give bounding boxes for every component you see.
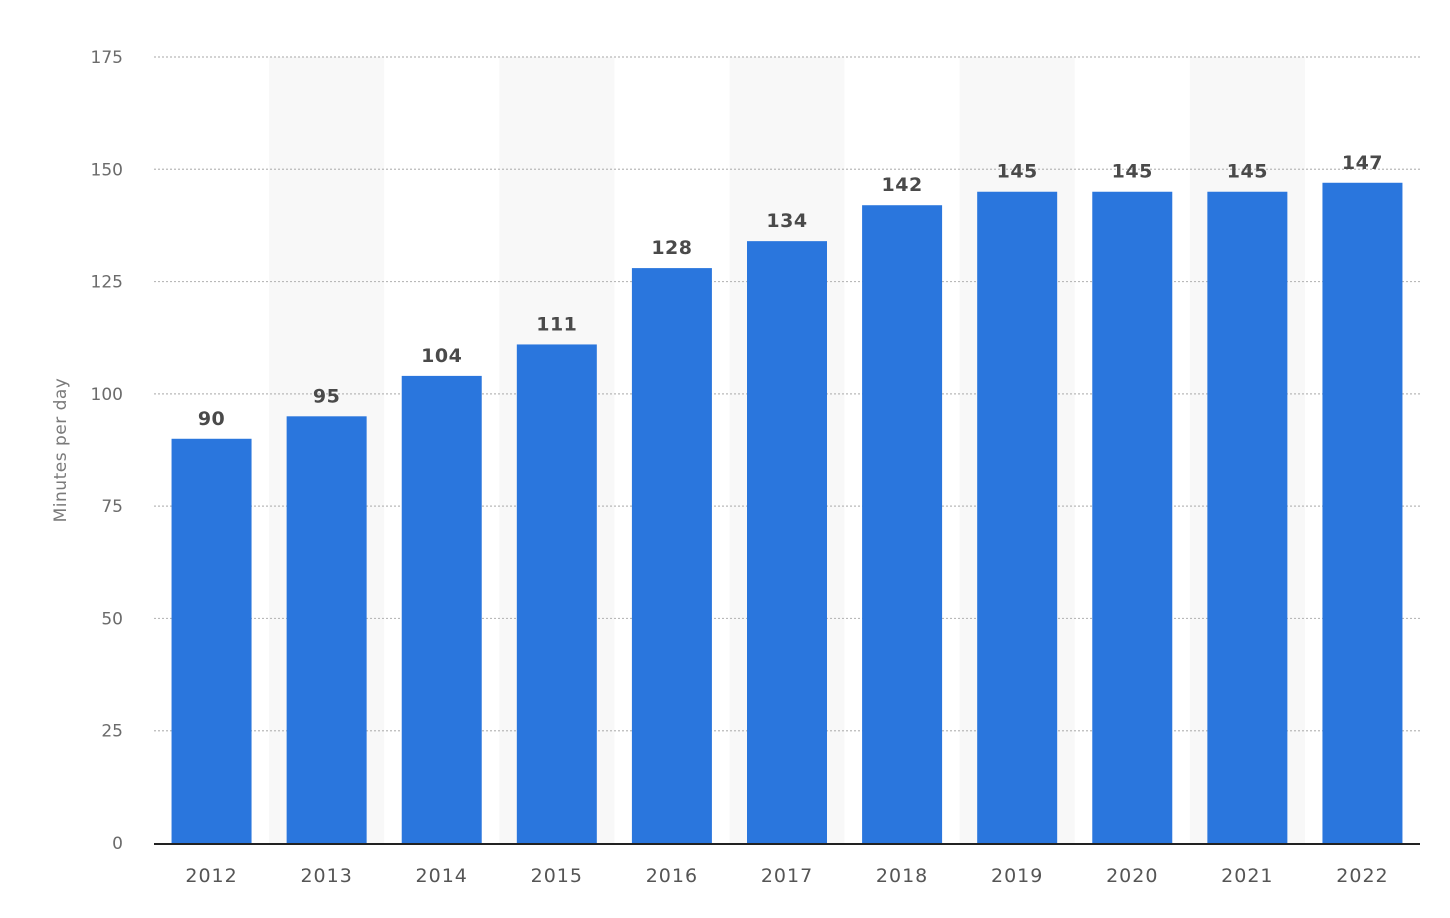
bar-2018[interactable] (862, 205, 943, 843)
bars (171, 182, 1403, 844)
data-labels: 90 95 104 111 128 134 142 145 145 145 147 (198, 152, 1383, 430)
data-label-2016: 128 (651, 237, 692, 259)
y-axis-ticks: 0 25 50 75 100 125 150 175 (91, 48, 123, 854)
y-tick-label-25: 25 (101, 722, 123, 742)
y-tick-label-50: 50 (101, 609, 123, 629)
data-label-2017: 134 (766, 210, 807, 232)
data-label-2022: 147 (1342, 152, 1383, 174)
y-tick-label-175: 175 (91, 48, 123, 68)
data-label-2013: 95 (313, 385, 340, 407)
data-label-2021: 145 (1227, 161, 1268, 183)
bar-2016[interactable] (631, 268, 712, 843)
data-label-2019: 145 (997, 161, 1038, 183)
x-tick-label-2021: 2021 (1221, 865, 1273, 887)
y-tick-label-0: 0 (112, 834, 123, 854)
x-axis-ticks: 2012 2013 2014 2015 2016 2017 2018 2019 2020 2021… (185, 865, 1388, 887)
bar-2012[interactable] (171, 438, 252, 843)
bar-2017[interactable] (747, 241, 827, 844)
x-tick-label-2012: 2012 (185, 865, 237, 887)
x-tick-label-2019: 2019 (991, 865, 1043, 887)
data-label-2012: 90 (198, 408, 225, 430)
x-tick-label-2016: 2016 (646, 865, 698, 887)
y-axis-label: Minutes per day (51, 378, 71, 523)
bar-2020[interactable] (1092, 191, 1173, 843)
x-tick-label-2015: 2015 (531, 865, 583, 887)
x-tick-label-2014: 2014 (416, 865, 468, 887)
y-tick-label-75: 75 (101, 497, 123, 517)
data-label-2014: 104 (421, 345, 462, 367)
bar-2021[interactable] (1207, 191, 1288, 843)
y-tick-label-100: 100 (91, 385, 123, 405)
y-tick-label-150: 150 (91, 160, 123, 180)
data-label-2020: 145 (1112, 161, 1153, 183)
x-tick-label-2018: 2018 (876, 865, 928, 887)
bar-2019[interactable] (977, 191, 1058, 843)
data-label-2018: 142 (882, 174, 923, 196)
bar-2013[interactable] (286, 416, 367, 843)
data-label-2015: 111 (536, 313, 577, 335)
x-tick-label-2020: 2020 (1106, 865, 1158, 887)
x-tick-label-2013: 2013 (300, 865, 352, 887)
bar-2015[interactable] (516, 344, 597, 843)
bar-2022[interactable] (1322, 182, 1403, 843)
x-tick-label-2017: 2017 (761, 865, 813, 887)
bar-2014[interactable] (401, 375, 482, 843)
y-tick-label-125: 125 (91, 273, 123, 293)
x-tick-label-2022: 2022 (1336, 865, 1388, 887)
